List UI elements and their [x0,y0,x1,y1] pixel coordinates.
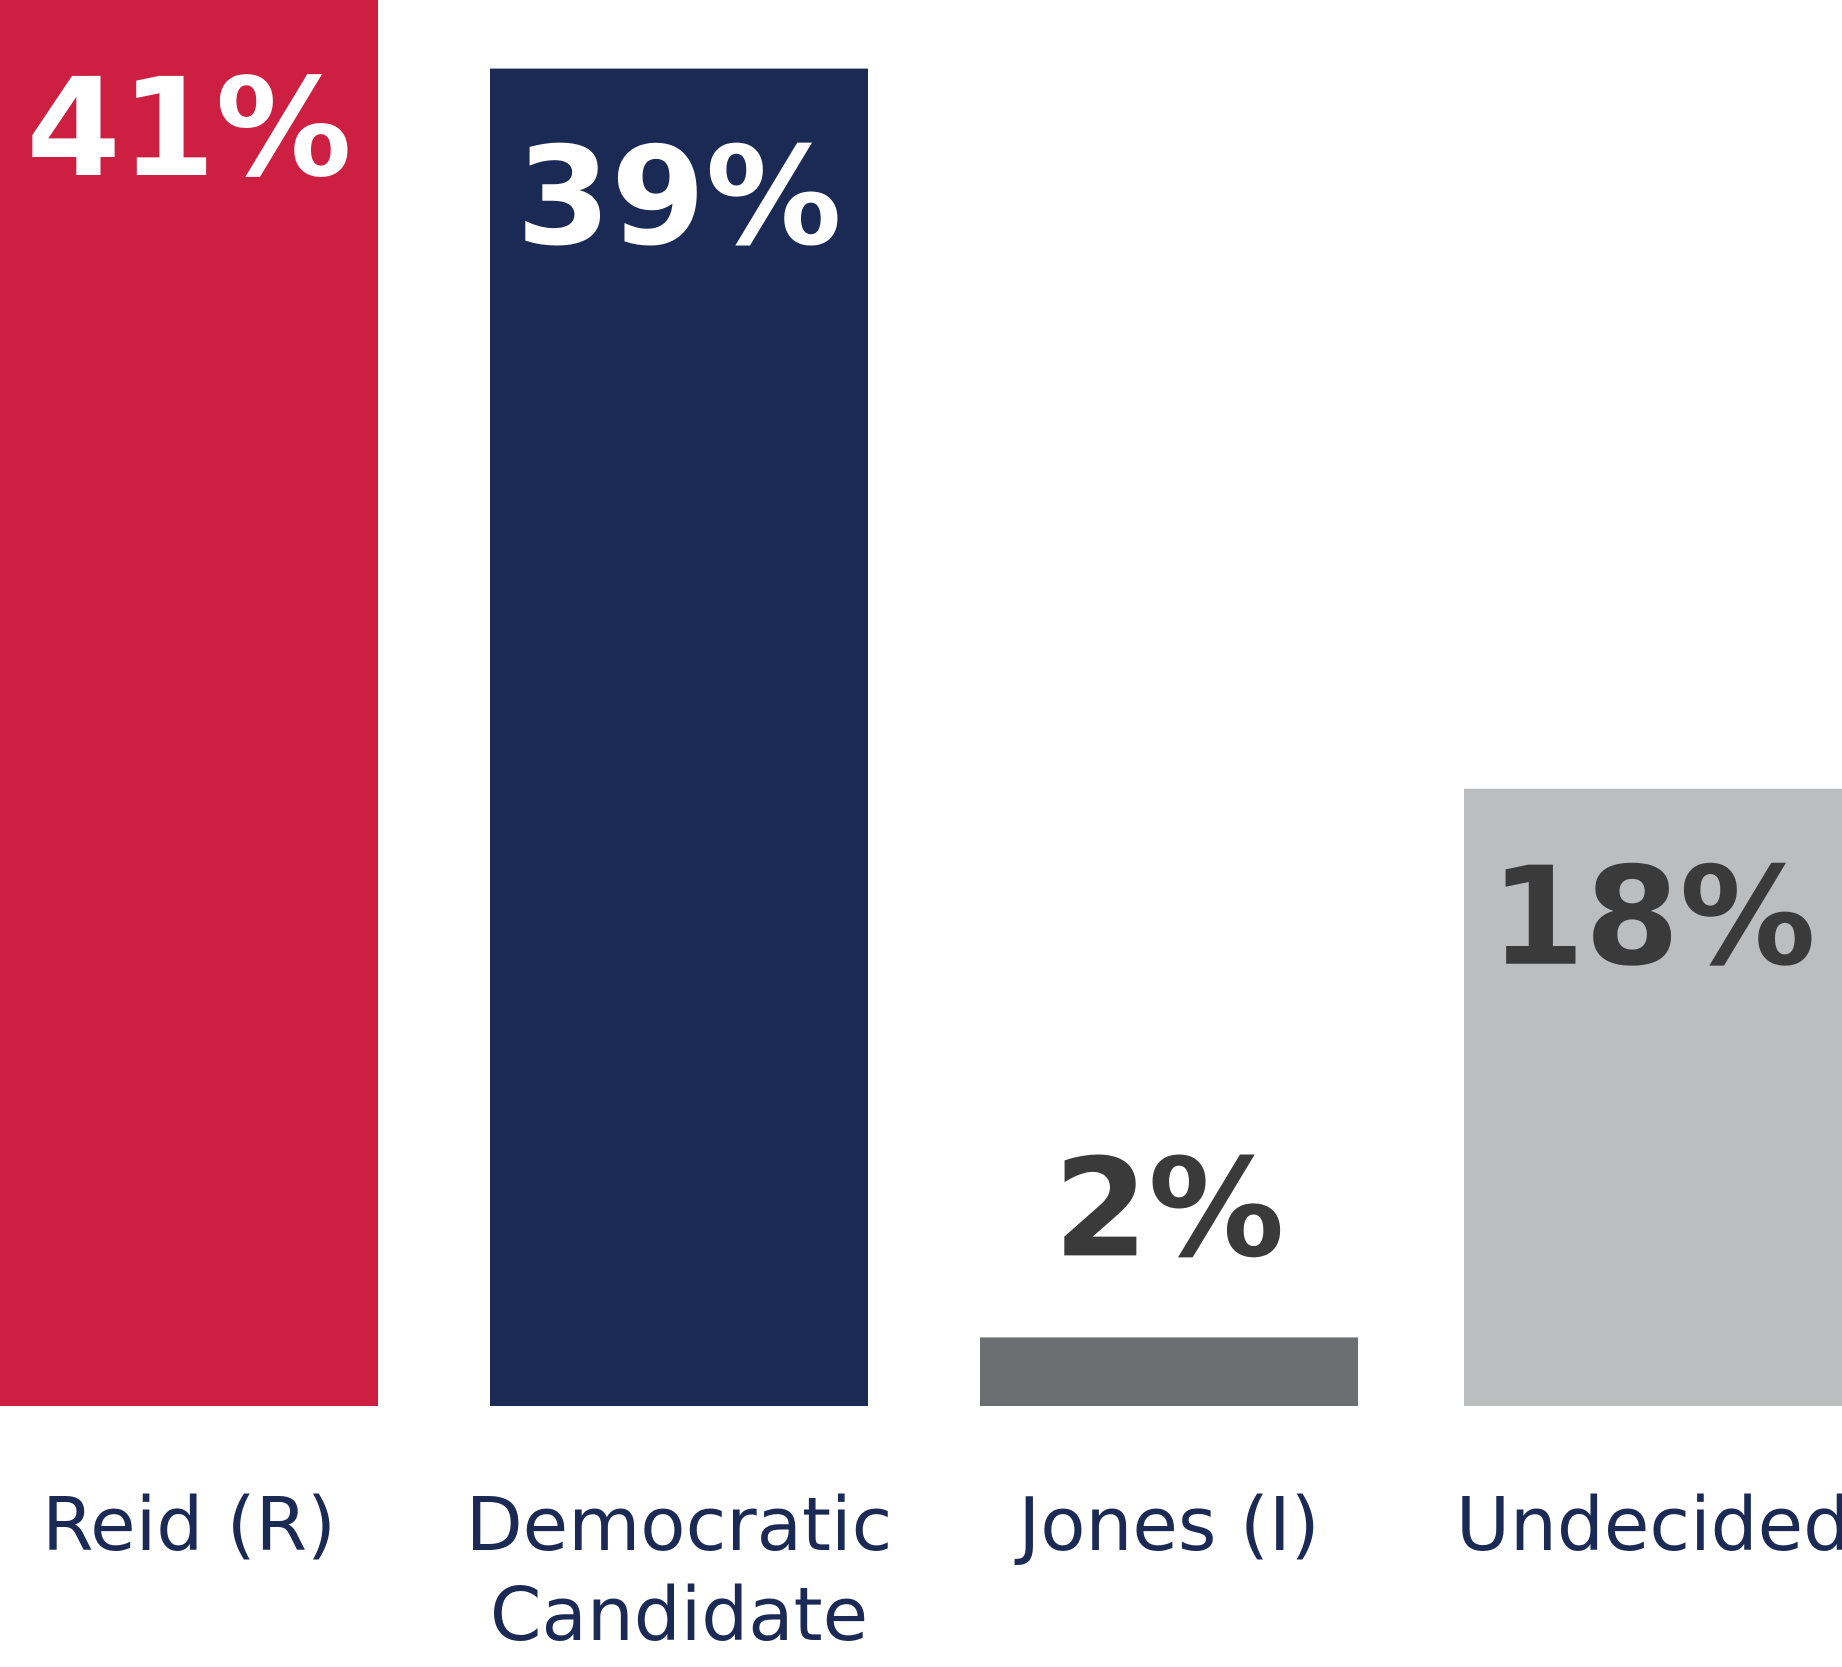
category-label-line: Undecided [1456,1482,1842,1568]
category-label-line: Reid (R) [42,1482,336,1568]
category-label-line: Democratic [466,1482,893,1568]
bar-reid-r [0,0,378,1407]
category-label-line: Jones (I) [1014,1482,1319,1568]
category-label-jones-i: Jones (I) [1014,1482,1319,1568]
category-labels-group: Reid (R) Democratic Candidate Jones (I) Unde… [42,1482,1842,1658]
value-labels-group: 41% 39% 2% 18% [26,50,1816,1288]
category-label-line: Candidate [490,1572,868,1658]
category-label-reid-r: Reid (R) [42,1482,336,1568]
value-label-undecided: 18% [1490,839,1816,997]
bar-undecided [1464,788,1842,1406]
category-label-democratic-candidate: Democratic Candidate [466,1482,893,1658]
value-label-democratic-candidate: 39% [516,119,842,277]
category-label-undecided: Undecided [1456,1482,1842,1568]
bar-jones-i [980,1337,1358,1406]
value-label-reid-r: 41% [26,50,352,208]
bars-group [0,0,1842,1407]
value-label-jones-i: 2% [1054,1130,1285,1288]
bar-democratic-candidate [490,68,868,1407]
